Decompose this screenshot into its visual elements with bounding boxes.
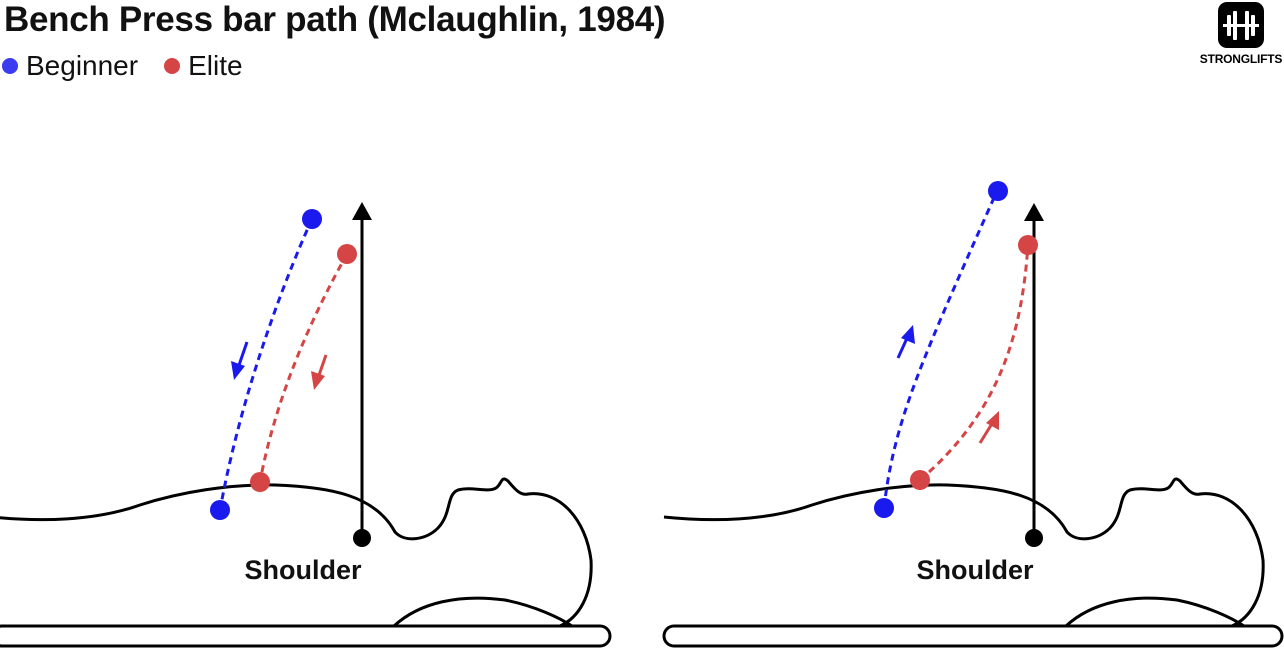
shoulder-point [1025,529,1043,547]
elite-end-point [1018,235,1038,255]
panel-descent: Shoulder [0,202,612,648]
elite-start-point [337,244,357,264]
vertical-arrowhead-icon [352,202,372,220]
shoulder-label: Shoulder [244,555,361,585]
beginner-path [882,190,999,509]
beginner-end-point [988,181,1008,201]
beginner-end-point [210,500,230,520]
legend-label-elite: Elite [188,50,243,81]
elite-end-point [250,472,270,492]
shoulder-label: Shoulder [916,555,1033,585]
logo-text: STRONGLIFTS [1199,52,1283,66]
stronglifts-logo: STRONGLIFTS [1198,2,1284,72]
legend: Beginner Elite [2,50,269,82]
vertical-arrowhead-icon [1024,203,1044,221]
panel-ascent: Shoulder [662,181,1284,648]
legend-dot-elite [164,58,181,74]
beginner-start-point [302,209,322,229]
legend-label-beginner: Beginner [26,50,139,81]
legend-item-beginner: Beginner [2,50,138,82]
page-title: Bench Press bar path (Mclaughlin, 1984) [4,0,666,39]
barbell-icon [1218,2,1264,48]
beginner-start-point [874,498,894,518]
elite-start-point [910,470,930,490]
legend-item-elite: Elite [164,50,243,82]
legend-dot-beginner [2,58,18,74]
elite-path [919,244,1030,482]
shoulder-point [353,529,371,547]
elite-path [258,253,349,483]
beginner-direction-arrow-icon [236,341,249,369]
